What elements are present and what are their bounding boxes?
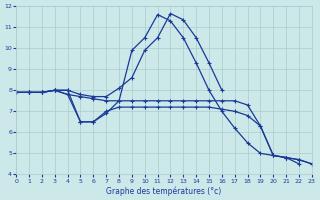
X-axis label: Graphe des températures (°c): Graphe des températures (°c) — [106, 186, 222, 196]
